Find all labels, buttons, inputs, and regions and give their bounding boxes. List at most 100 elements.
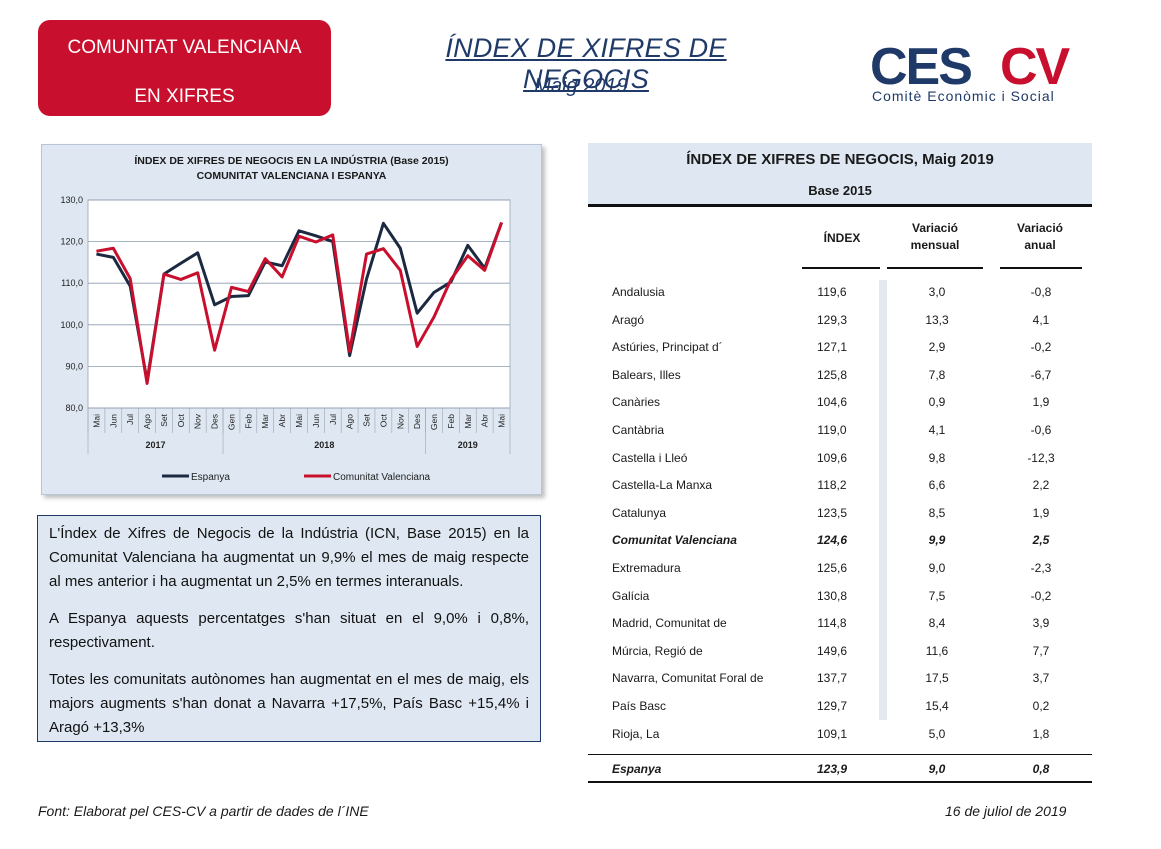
row-region: Galícia xyxy=(612,588,650,603)
row-monthly: 7,5 xyxy=(928,588,946,603)
row-annual: -0,2 xyxy=(1030,588,1052,603)
cescv-logo: CES CV xyxy=(870,38,1073,96)
table-row: Comunitat Valenciana 124,6 9,9 2,5 xyxy=(612,533,1092,553)
row-annual: 0,2 xyxy=(1032,699,1050,713)
row-region: Aragó xyxy=(612,312,645,327)
x-tick-label: Feb xyxy=(446,414,456,429)
x-tick-label: Abr xyxy=(480,414,490,427)
summary-paragraph-1: L'Índex de Xifres de Negocis de la Indús… xyxy=(49,525,529,590)
row-index: 130,8 xyxy=(816,588,848,603)
row-monthly: 9,8 xyxy=(928,450,946,465)
x-tick-label: Jun xyxy=(311,414,321,428)
row-index: 129,7 xyxy=(816,699,848,713)
table-row: Castella-La Manxa 118,2 6,6 2,2 xyxy=(612,478,1092,498)
year-label: 2017 xyxy=(146,440,166,450)
row-annual: 1,9 xyxy=(1032,505,1050,520)
legend-label: Espanya xyxy=(191,472,230,483)
row-monthly: 5,0 xyxy=(928,726,946,741)
row-annual: -0,6 xyxy=(1030,423,1052,437)
row-monthly: 11,6 xyxy=(925,643,949,658)
row-annual: 4,1 xyxy=(1032,312,1050,327)
summary-paragraph-3: Totes les comunitats autònomes han augme… xyxy=(49,671,529,736)
col-header-annual-line-1: Variació xyxy=(1016,221,1064,235)
row-region: Catalunya xyxy=(612,505,667,520)
col-rule-monthly xyxy=(887,267,983,269)
x-tick-label: Jul xyxy=(328,414,338,425)
total-index: 123,9 xyxy=(816,762,848,776)
row-index: 119,6 xyxy=(817,285,847,299)
table-row: Múrcia, Regió de 149,6 11,6 7,7 xyxy=(612,644,1092,664)
row-annual: -0,8 xyxy=(1030,285,1052,299)
y-tick-label: 110,0 xyxy=(61,278,83,288)
x-tick-label: Set xyxy=(362,413,372,426)
summary-text-box: L'Índex de Xifres de Negocis de la Indús… xyxy=(37,515,541,742)
x-tick-label: Set xyxy=(159,413,169,426)
y-tick-label: 130,0 xyxy=(60,195,83,205)
col-header-annual: Variació anual xyxy=(1000,220,1080,254)
row-annual: 3,7 xyxy=(1032,671,1050,686)
x-tick-label: Abr xyxy=(277,414,287,427)
x-tick-label: Ago xyxy=(345,414,355,429)
col-header-index: ÍNDEX xyxy=(823,231,861,245)
col-rule-index xyxy=(802,267,880,269)
x-tick-label: Mar xyxy=(463,414,473,429)
x-tick-label: Mai xyxy=(91,414,101,428)
row-index: 149,6 xyxy=(816,643,848,658)
table-row: Madrid, Comunitat de 114,8 8,4 3,9 xyxy=(612,616,1092,636)
row-annual: 1,8 xyxy=(1032,726,1050,741)
logo-caption: Comitè Econòmic i Social xyxy=(872,88,1055,104)
column-shade xyxy=(879,280,887,720)
footer-source: Font: Elaborat pel CES-CV a partir de da… xyxy=(38,803,369,819)
table-row: Navarra, Comunitat Foral de 137,7 17,5 3,7 xyxy=(612,671,1092,691)
table-header: ÍNDEX DE XIFRES DE NEGOCIS, Maig 2019 Ba… xyxy=(588,143,1092,205)
row-annual: 2,5 xyxy=(1032,533,1050,548)
table-row: Astúries, Principat d´ 127,1 2,9 -0,2 xyxy=(612,340,1092,360)
x-tick-label: Mai xyxy=(497,414,507,428)
row-index: 109,6 xyxy=(816,450,848,465)
table-total-row: Espanya 123,9 9,0 0,8 xyxy=(612,762,1092,782)
row-index: 119,0 xyxy=(817,423,847,437)
row-region: Canàries xyxy=(612,395,661,410)
row-index: 125,8 xyxy=(816,367,848,382)
x-tick-label: Des xyxy=(210,414,220,429)
x-tick-label: Nov xyxy=(193,413,203,429)
total-annual: 0,8 xyxy=(1032,762,1050,776)
table-row: Rioja, La 109,1 5,0 1,8 xyxy=(612,727,1092,747)
row-annual: 2,2 xyxy=(1032,478,1050,493)
x-tick-label: Jun xyxy=(108,414,118,428)
row-region: Castella i Lleó xyxy=(612,450,688,465)
row-region: Comunitat Valenciana xyxy=(612,533,737,548)
logo-cv: CV xyxy=(1000,38,1071,96)
row-region: Balears, Illes xyxy=(612,367,681,382)
x-tick-label: Mai xyxy=(294,414,304,428)
col-rule-annual xyxy=(1000,267,1082,269)
row-index: 137,7 xyxy=(816,671,848,686)
summary-paragraph-2: A Espanya aquests percentatges s'han sit… xyxy=(49,610,529,651)
row-region: Navarra, Comunitat Foral de xyxy=(612,671,764,686)
row-monthly: 4,1 xyxy=(928,423,946,437)
x-tick-label: Des xyxy=(412,414,422,429)
row-index: 127,1 xyxy=(816,340,848,355)
year-label: 2018 xyxy=(314,440,334,450)
x-tick-label: Mar xyxy=(260,414,270,429)
x-tick-label: Gen xyxy=(226,414,236,430)
col-header-monthly-line-2: mensual xyxy=(910,238,960,252)
table-base: Base 2015 xyxy=(808,183,872,198)
y-tick-label: 120,0 xyxy=(60,237,83,247)
row-region: Madrid, Comunitat de xyxy=(612,616,727,631)
table-row: Castella i Lleó 109,6 9,8 -12,3 xyxy=(612,451,1092,471)
row-monthly: 8,4 xyxy=(928,616,946,631)
total-region: Espanya xyxy=(612,762,662,776)
chart-title-line-2: COMUNITAT VALENCIANA I ESPANYA xyxy=(196,170,387,182)
x-tick-label: Feb xyxy=(243,414,253,429)
table-title: ÍNDEX DE XIFRES DE NEGOCIS, Maig 2019 xyxy=(686,151,994,168)
row-annual: -0,2 xyxy=(1030,340,1052,355)
x-tick-label: Nov xyxy=(395,413,405,429)
x-tick-label: Ago xyxy=(142,414,152,429)
chart-title-line-1: ÍNDEX DE XIFRES DE NEGOCIS EN LA INDÚSTR… xyxy=(134,155,449,167)
row-region: Cantàbria xyxy=(612,423,665,437)
row-region: Extremadura xyxy=(612,561,681,575)
col-header-monthly-line-1: Variació xyxy=(911,221,959,235)
year-label: 2019 xyxy=(458,440,478,450)
total-top-rule xyxy=(588,754,1092,755)
